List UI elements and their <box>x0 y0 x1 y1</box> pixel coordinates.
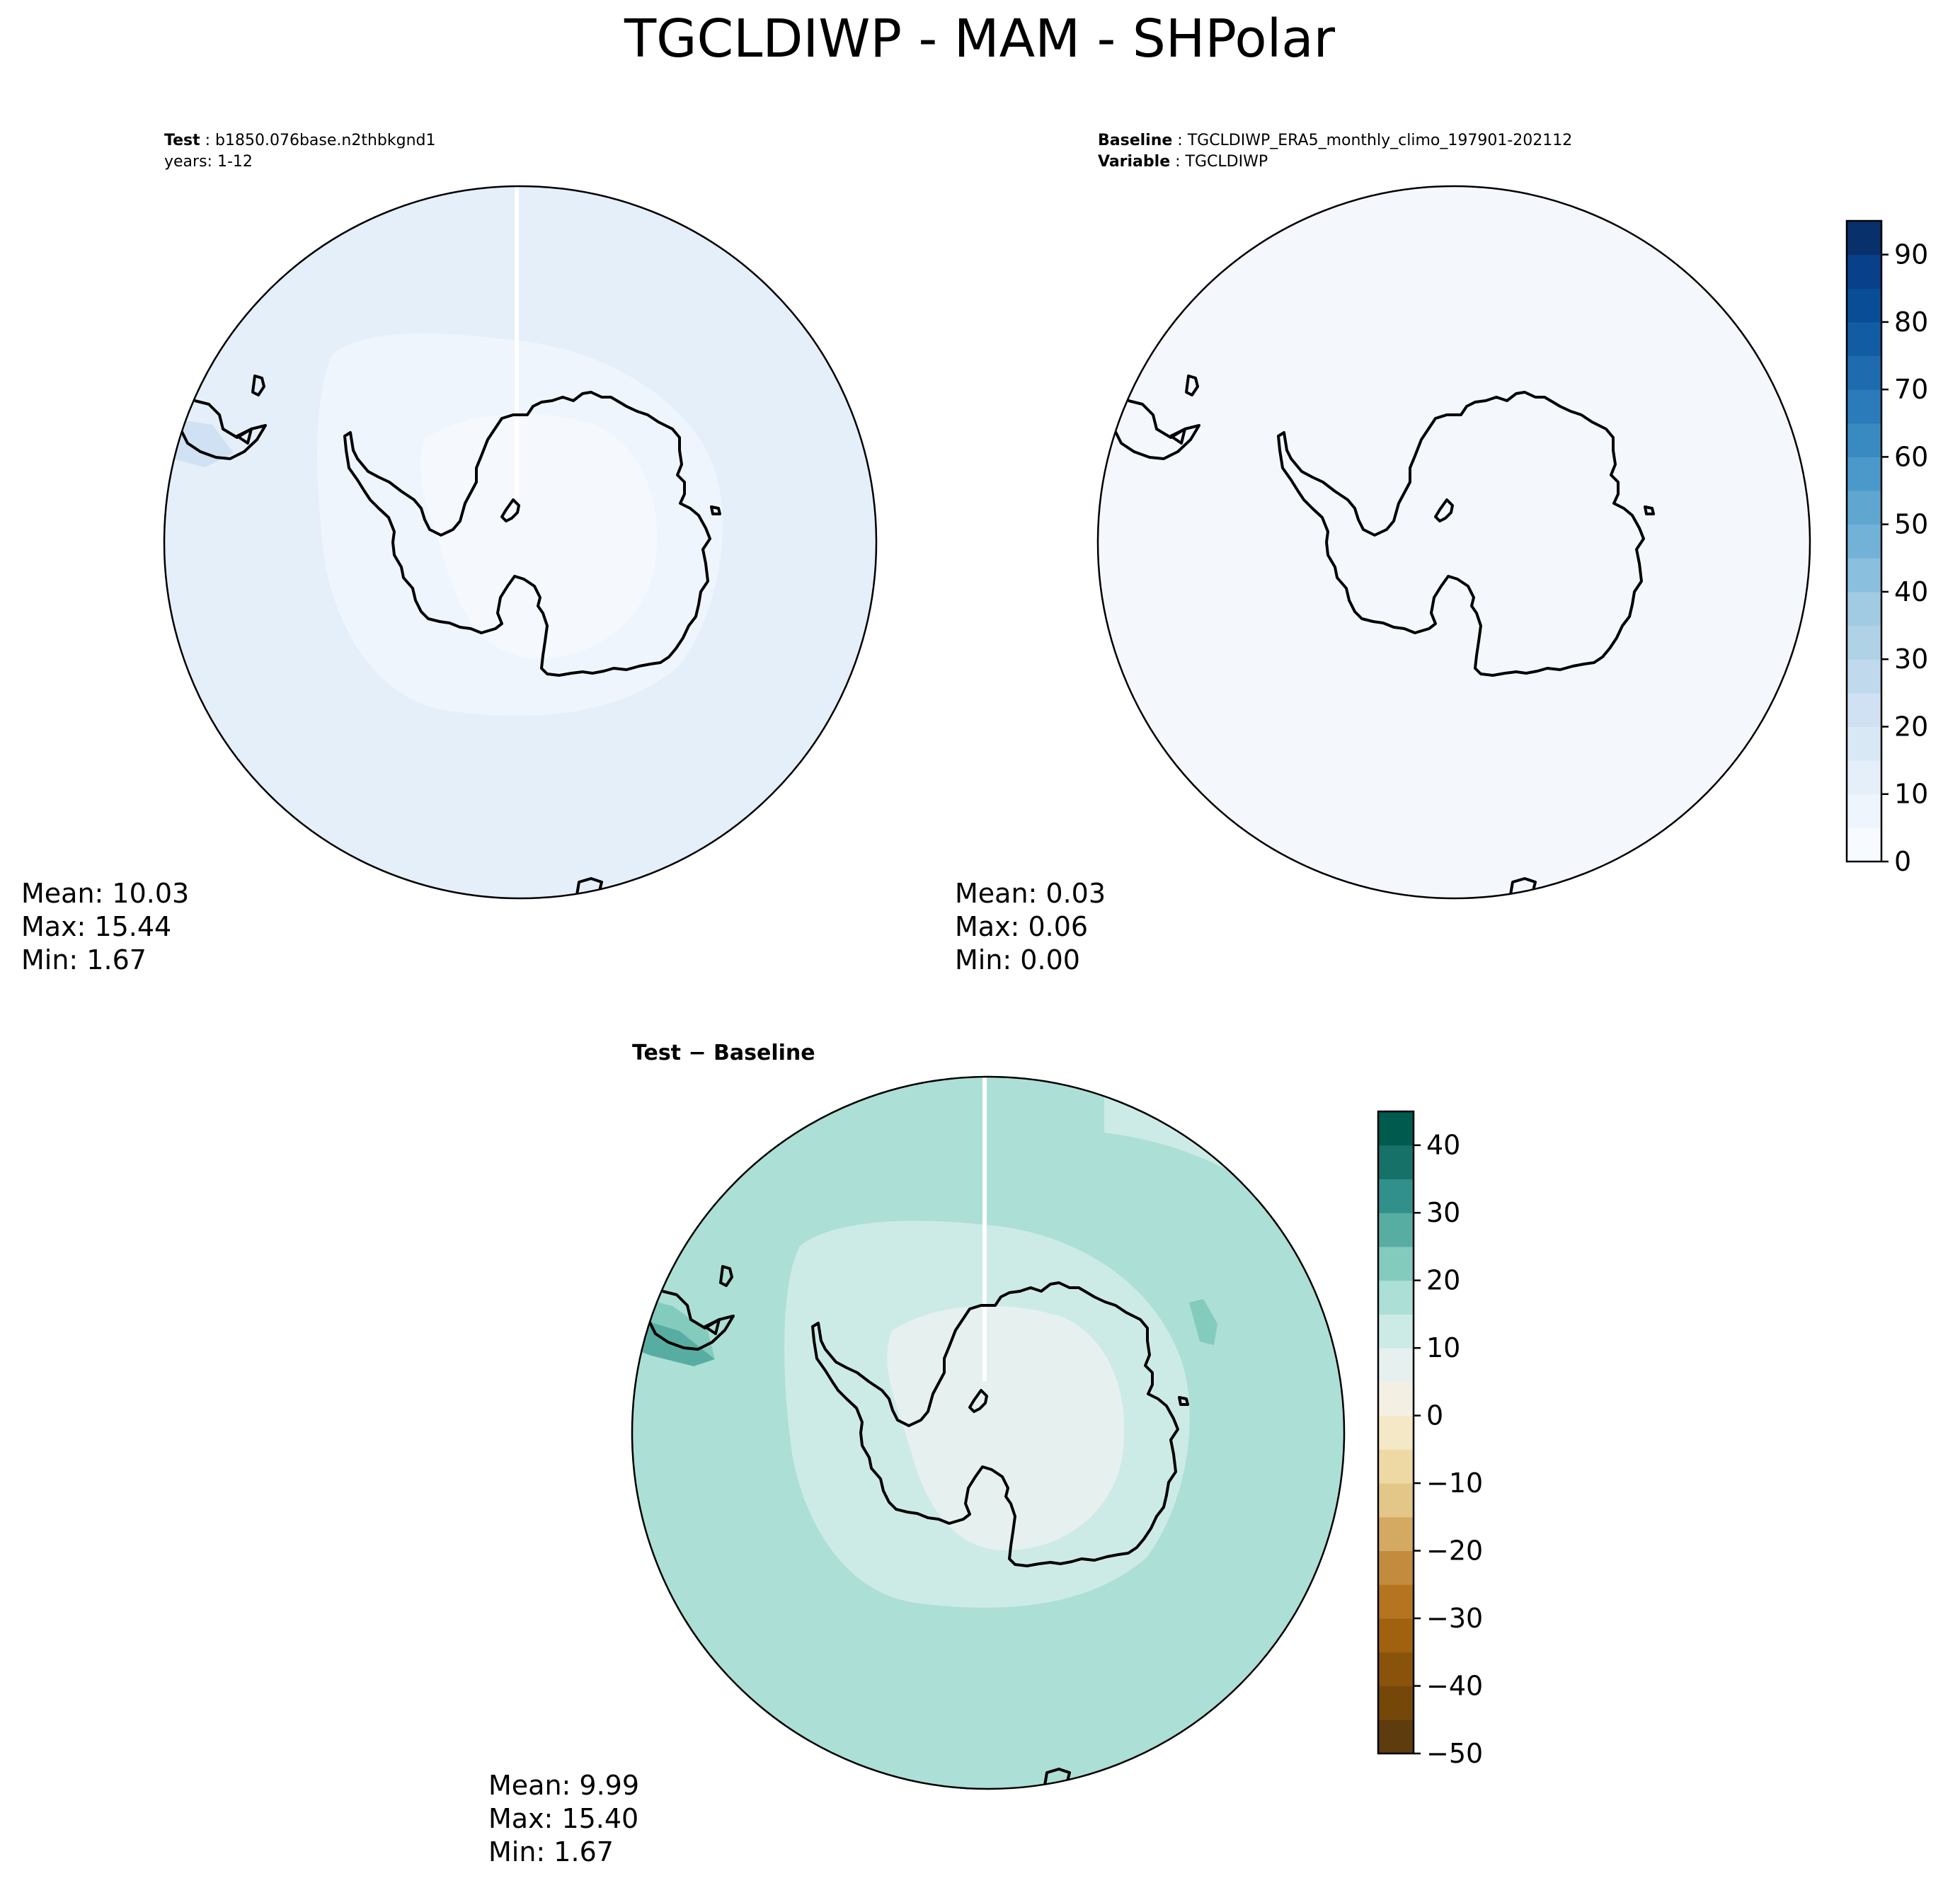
stat-min: Min: 1.67 <box>21 944 147 976</box>
colorbar-segment <box>1847 321 1881 357</box>
stat-max: Max: 0.06 <box>955 911 1088 942</box>
colorbar-segment <box>1847 254 1881 289</box>
header-sep: : <box>200 132 215 149</box>
colorbar-segment <box>1847 355 1881 390</box>
colorbar-segment <box>1847 288 1881 323</box>
colorbar-segment <box>1847 558 1881 593</box>
panel-baseline-header-line1: Baseline : TGCLDIWP_ERA5_monthly_climo_1… <box>1098 132 1572 149</box>
colorbar-tick-label: 10 <box>1894 779 1928 810</box>
colorbar-tick-label: 20 <box>1426 1265 1460 1296</box>
colorbar-segment <box>1378 1550 1414 1585</box>
colorbar-segment <box>1847 389 1881 424</box>
panel-diff-header: Test − Baseline <box>632 1041 815 1065</box>
panel-test-header-line1: Test : b1850.076base.n2thbkgnd1 <box>164 132 436 149</box>
panel-diff-stats: Mean: 9.99 Max: 15.40 Min: 1.67 <box>488 1770 648 1867</box>
colorbar-segment <box>1378 1179 1414 1213</box>
colorbar-tick-label: 10 <box>1426 1332 1460 1363</box>
panel-diff: Test − Baseline Mean: 9.99 Max: 15.40 Mi… <box>488 1041 1346 1867</box>
header-label: Baseline <box>1098 132 1172 149</box>
colorbar-segment <box>1378 1618 1414 1653</box>
colorbar-segment <box>1378 1483 1414 1518</box>
colorbar-segment <box>1847 692 1881 727</box>
stat-mean: Mean: 9.99 <box>488 1770 639 1801</box>
colorbar-segment <box>1378 1584 1414 1619</box>
stat-max: Max: 15.40 <box>488 1803 638 1834</box>
colorbar-diff: −50 −40 −30 −20 −10 0 10 20 30 40 <box>1377 1110 1483 1769</box>
colorbar-tick-label: 30 <box>1894 643 1928 675</box>
colorbar-segment <box>1378 1280 1414 1315</box>
colorbar-segment <box>1378 1111 1414 1146</box>
colorbar-segment <box>1378 1348 1414 1383</box>
colorbar-segment <box>1378 1415 1414 1450</box>
stat-min: Min: 1.67 <box>488 1836 614 1867</box>
header-sep: : <box>1170 153 1185 171</box>
colorbar-frame <box>1845 219 1883 863</box>
panel-test-stats: Mean: 10.03 Max: 15.44 Min: 1.67 <box>21 878 197 976</box>
panel-baseline-stats: Mean: 0.03 Max: 0.06 Min: 0.00 <box>955 878 1114 976</box>
header-label: Variable <box>1098 153 1170 171</box>
header-value: TGCLDIWP_ERA5_monthly_climo_197901-20211… <box>1187 132 1573 149</box>
header-value: TGCLDIWP <box>1185 153 1268 171</box>
colorbar-tick-label: 50 <box>1894 509 1928 540</box>
colorbar-main: 0 10 20 30 40 50 60 70 80 90 <box>1845 219 1928 877</box>
colorbar-segment <box>1847 491 1881 525</box>
colorbar-segment <box>1378 1213 1414 1247</box>
map-baseline <box>1098 186 1810 898</box>
panel-test-header-line2: years: 1-12 <box>164 153 253 171</box>
colorbar-segment <box>1847 726 1881 761</box>
colorbar-segment <box>1378 1381 1414 1417</box>
header-value: years: 1-12 <box>164 153 253 171</box>
header-sep: : <box>1172 132 1187 149</box>
colorbar-tick-label: 20 <box>1894 711 1928 742</box>
colorbar-segment <box>1378 1314 1414 1349</box>
colorbar-tick-label: 80 <box>1894 307 1928 338</box>
colorbar-segment <box>1378 1652 1414 1687</box>
colorbar-frame <box>1377 1110 1415 1755</box>
colorbar-segment <box>1847 423 1881 457</box>
colorbar-tick-label: −20 <box>1426 1535 1483 1567</box>
figure-title: TGCLDIWP - MAM - SHPolar <box>624 8 1336 69</box>
colorbar-tick-label: 90 <box>1894 239 1928 270</box>
colorbar-tick-label: −30 <box>1426 1603 1483 1634</box>
colorbar-segment <box>1847 625 1881 660</box>
header-value: b1850.076base.n2thbkgnd1 <box>215 132 435 149</box>
colorbar-segment <box>1378 1720 1414 1754</box>
colorbar-segment <box>1378 1246 1414 1281</box>
colorbar-tick-label: 30 <box>1426 1197 1460 1228</box>
colorbar-tick-label: 0 <box>1426 1400 1443 1431</box>
colorbar-tick-label: −40 <box>1426 1671 1483 1702</box>
colorbar-segment <box>1847 828 1881 862</box>
colorbar-tick-label: −10 <box>1426 1468 1483 1499</box>
map-test <box>164 186 876 898</box>
colorbar-segment <box>1847 659 1881 694</box>
colorbar-segment <box>1847 794 1881 828</box>
colorbar-tick-label: −50 <box>1426 1738 1483 1769</box>
stat-mean: Mean: 0.03 <box>955 878 1106 909</box>
map-diff <box>632 1077 1344 1789</box>
colorbar-segment <box>1378 1145 1414 1179</box>
colorbar-segment <box>1847 524 1881 559</box>
stat-mean: Mean: 10.03 <box>21 878 189 909</box>
colorbar-tick-label: 60 <box>1894 441 1928 472</box>
colorbar-tick-label: 0 <box>1894 846 1911 877</box>
colorbar-segment <box>1378 1516 1414 1552</box>
colorbar-segment <box>1847 457 1881 491</box>
colorbar-segment <box>1378 1686 1414 1720</box>
stat-max: Max: 15.44 <box>21 911 171 942</box>
stat-min: Min: 0.00 <box>955 944 1080 976</box>
colorbar-tick-label: 70 <box>1894 374 1928 405</box>
colorbar-tick-label: 40 <box>1894 576 1928 607</box>
panel-test: Test : b1850.076base.n2thbkgnd1 years: 1… <box>21 132 878 976</box>
colorbar-segment <box>1847 221 1881 256</box>
header-label: Test <box>164 132 200 149</box>
panel-baseline-header-line2: Variable : TGCLDIWP <box>1098 153 1268 171</box>
panel-baseline: Baseline : TGCLDIWP_ERA5_monthly_climo_1… <box>955 132 1811 976</box>
colorbar-segment <box>1847 760 1881 795</box>
colorbar-segment <box>1847 591 1881 627</box>
colorbar-segment <box>1378 1449 1414 1484</box>
colorbar-tick-label: 40 <box>1426 1130 1460 1161</box>
